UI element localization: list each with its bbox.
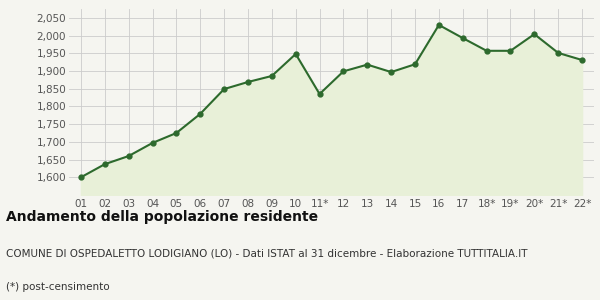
Text: Andamento della popolazione residente: Andamento della popolazione residente [6,210,318,224]
Text: COMUNE DI OSPEDALETTO LODIGIANO (LO) - Dati ISTAT al 31 dicembre - Elaborazione : COMUNE DI OSPEDALETTO LODIGIANO (LO) - D… [6,249,527,259]
Text: (*) post-censimento: (*) post-censimento [6,282,110,292]
